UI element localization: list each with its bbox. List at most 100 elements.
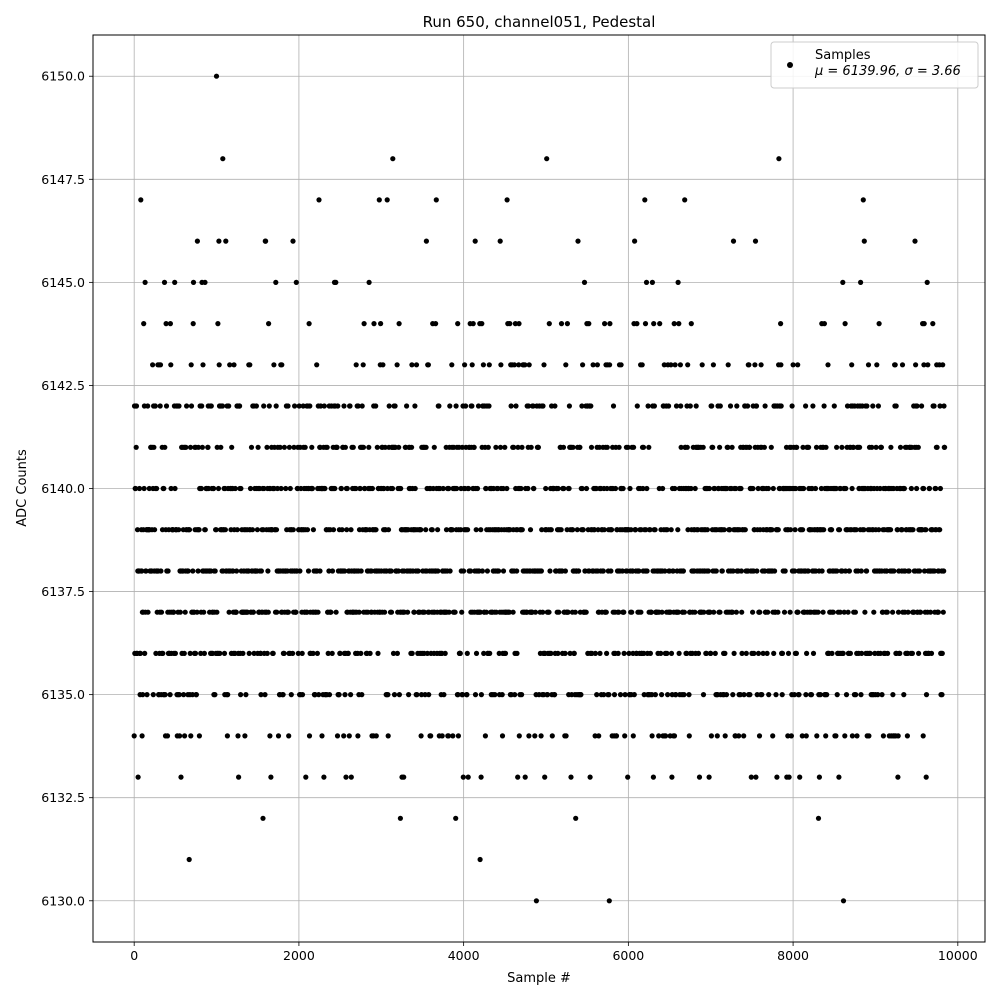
sample-point (214, 444, 220, 450)
sample-point (625, 444, 631, 450)
sample-point (801, 485, 807, 492)
sample-point (475, 403, 482, 409)
sample-point (658, 650, 664, 657)
sample-point (931, 403, 937, 409)
sample-point (222, 527, 228, 533)
sample-point (246, 650, 252, 657)
sample-point (577, 444, 583, 450)
sample-point (770, 485, 776, 492)
sample-point (465, 527, 471, 533)
sample-point (334, 733, 341, 739)
sample-point (864, 403, 870, 409)
sample-point (751, 650, 757, 657)
sample-point (357, 485, 363, 492)
sample-point (435, 527, 441, 533)
sample-point (672, 485, 678, 492)
sample-point (755, 485, 761, 492)
sample-point (643, 279, 650, 285)
sample-point (181, 692, 187, 698)
y-tick-label: 6130.0 (41, 893, 85, 908)
sample-point (539, 527, 545, 533)
sample-point (469, 403, 475, 409)
sample-point (309, 485, 315, 492)
sample-point (312, 692, 318, 698)
sample-point (921, 362, 927, 368)
sample-point (221, 650, 228, 657)
sample-point (662, 568, 668, 574)
sample-point (710, 362, 717, 368)
sample-point (937, 527, 943, 533)
sample-point (220, 156, 226, 162)
sample-point (677, 362, 684, 368)
sample-point (663, 733, 669, 739)
sample-point (800, 527, 806, 533)
sample-point (709, 403, 715, 409)
sample-point (580, 362, 586, 368)
sample-point (878, 444, 885, 450)
sample-point (151, 444, 157, 450)
sample-point (651, 403, 658, 409)
sample-point (281, 444, 287, 450)
sample-point (734, 403, 740, 409)
sample-point (267, 733, 273, 739)
sample-point (185, 568, 191, 574)
sample-point (636, 568, 642, 574)
sample-point (930, 321, 936, 327)
sample-point (673, 692, 679, 698)
sample-point (810, 403, 816, 409)
sample-point (186, 527, 193, 533)
sample-point (145, 609, 151, 615)
sample-point (785, 733, 791, 739)
sample-point (766, 692, 772, 698)
sample-point (639, 362, 645, 368)
sample-point (472, 238, 478, 244)
sample-point (213, 527, 219, 533)
sample-point (601, 692, 607, 698)
sample-point (358, 650, 364, 657)
sample-point (386, 403, 392, 409)
sample-point (286, 733, 292, 739)
sample-point (544, 156, 550, 162)
sample-point (717, 609, 723, 615)
sample-point (188, 403, 195, 409)
sample-point (803, 403, 809, 409)
sample-point (925, 362, 931, 368)
sample-point (686, 733, 692, 739)
sample-point (600, 568, 606, 574)
sample-point (793, 485, 799, 492)
sample-point (266, 321, 272, 327)
sample-point (861, 238, 867, 244)
sample-point (647, 527, 653, 533)
sample-point (433, 197, 439, 203)
sample-point (504, 485, 510, 492)
sample-point (797, 774, 803, 780)
sample-point (692, 485, 698, 492)
sample-point (821, 403, 827, 409)
sample-point (918, 609, 924, 615)
legend: Samples μ = 6139.96, σ = 3.66 (770, 41, 979, 89)
sample-point (342, 568, 348, 574)
sample-point (921, 321, 927, 327)
sample-point (192, 650, 199, 657)
sample-point (570, 444, 576, 450)
sample-point (895, 733, 901, 739)
sample-point (368, 568, 374, 574)
sample-point (510, 609, 516, 615)
sample-point (350, 444, 356, 450)
sample-point (563, 733, 569, 739)
sample-point (502, 444, 508, 450)
sample-point (158, 568, 164, 574)
sample-point (670, 568, 676, 574)
sample-point (651, 321, 657, 327)
sample-point (688, 485, 694, 492)
sample-point (867, 650, 873, 657)
sample-point (608, 568, 614, 574)
sample-point (440, 485, 446, 492)
sample-point (172, 485, 178, 492)
sample-point (515, 444, 521, 450)
sample-point (750, 485, 756, 492)
sample-point (373, 403, 379, 409)
sample-point (182, 733, 188, 739)
sample-point (253, 403, 259, 409)
sample-point (760, 650, 766, 657)
